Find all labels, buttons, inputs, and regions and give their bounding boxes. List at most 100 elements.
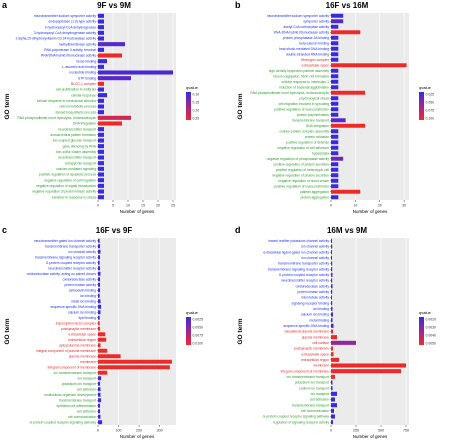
term-label: postsynaptic membrane [294,347,329,351]
term-label: cellular response to mechanical stimulus [37,99,97,103]
term-label: symporter activity [303,19,329,23]
chart-svg: 0 10 20 30 neurotransmitter:sodium symporter… [237,13,435,214]
bar [98,266,101,271]
legend-tick-label: 0.0050 [426,341,436,345]
term-label: heme binding [76,59,96,63]
chart-svg: 0 250 500 750 inward rectifier potassium cha… [237,238,436,439]
term-label: ion transmembrane transport [287,375,329,379]
term-label: ion channel activity [68,250,96,254]
x-tick-label: 20 [378,204,382,208]
term-label: DNA integration [73,122,96,126]
legend-colorbar [419,317,424,345]
bar [331,96,339,101]
bar [98,138,104,143]
bar [331,178,339,183]
bar [98,310,101,315]
term-label: inward rectifier potassium channel activ… [268,239,329,243]
bar [98,354,121,359]
bar [98,398,102,403]
bar [331,278,333,283]
term-label: negative regulation of protein kinase ac… [32,190,96,194]
bar [331,267,333,272]
legend-title: qvalue [186,310,199,315]
plot-background [331,238,409,425]
term-label: metal binding [309,318,329,322]
y-axis-label: GO term [4,93,11,119]
bar [331,85,339,90]
bar [98,189,104,194]
bar [98,337,107,342]
x-tick-label: 5 [112,204,114,208]
term-label: protein oxidation [305,135,329,139]
term-label: transcription factor complex [56,321,97,325]
bar [98,98,104,103]
term-label: beta-catenin binding [299,41,329,45]
bar [98,104,104,109]
term-label: RNA polymerase II activity, terminal [44,48,96,52]
term-label: retinol metabolic process [60,105,97,109]
bar [98,121,122,126]
term-label: transmembrane transporter activity [278,262,329,266]
legend-tick-label: 0.15 [193,100,200,104]
bar [331,68,339,73]
term-label: cell communication [301,409,329,413]
bar [98,195,104,200]
legend-tick-label: 0.100 [426,116,435,120]
bar [98,127,104,132]
bar [331,195,339,200]
term-label: acetyl-CoA carboxylase activity [284,25,330,29]
term-label: negative regulation of blood vessel [278,179,329,183]
term-label: calcium ion binding [301,313,329,317]
term-label: 3-hydroxyacyl-CoA dehydrogenase activity [34,31,97,35]
bar [331,335,337,340]
term-label: calmodulin binding [69,288,96,292]
chart-title: 16M vs 9M [326,226,368,235]
term-label: cell proliferation in midbrain [56,88,96,92]
bar [331,301,333,306]
term-label: G-protein coupled receptor activity [46,261,97,265]
term-label: 3-hydroxyacyl-CoA dehydrogenase [45,25,96,29]
bar [98,110,104,115]
panel-c: c 16F vs 9F 0 100 200 300 neurotransmitter-gat… [0,225,228,445]
term-label: positive regulation of heterotypic cell [276,168,329,172]
term-label: ion-coupled glucose transport [53,139,96,143]
bar [98,359,172,364]
bar [331,357,339,362]
bar [331,272,333,277]
legend-tick-label: 0.0100 [193,341,203,345]
term-label: ion channel activity [301,245,329,249]
bar [331,101,339,106]
term-label: cellular response [71,93,96,97]
term-label: oxidoreductase activity [296,284,330,288]
term-label: transmembrane signaling receptor activit… [268,267,329,271]
x-tick-label: 750 [403,429,409,433]
chart-title: 16F vs 9F [95,226,133,235]
term-label: sequence-specific DNA binding [50,305,96,309]
term-label: cell adhesion [77,387,96,391]
bar [331,386,333,391]
legend-tick-label: 0.10 [193,92,200,96]
bar [331,74,339,79]
bar [98,93,107,98]
bar [98,348,108,353]
term-label: extracellular region [68,338,96,342]
bar [331,41,339,46]
term-label: apical plasma membrane [59,343,96,347]
bar [98,144,104,149]
term-label: neurotransmitter transport [58,127,96,131]
bar [98,304,102,309]
term-label: extracellular region [301,358,329,362]
bar [331,30,361,35]
y-axis-label: GO term [237,93,244,119]
bar [98,244,101,249]
bar [331,57,339,62]
bar [98,36,104,41]
panel-letter: a [2,0,8,10]
term-label: protein kinase activity [64,283,96,287]
bar [98,260,100,265]
term-label: DNA integration [306,124,329,128]
x-axis-label: Number of genes [353,434,388,439]
chart-svg: 0 5 10 15 20 25 neurotransmitter:sodium sympor… [4,13,200,214]
term-label: behavior in response to stress [52,195,96,199]
term-label: sequence-specific DNA binding [283,324,329,328]
